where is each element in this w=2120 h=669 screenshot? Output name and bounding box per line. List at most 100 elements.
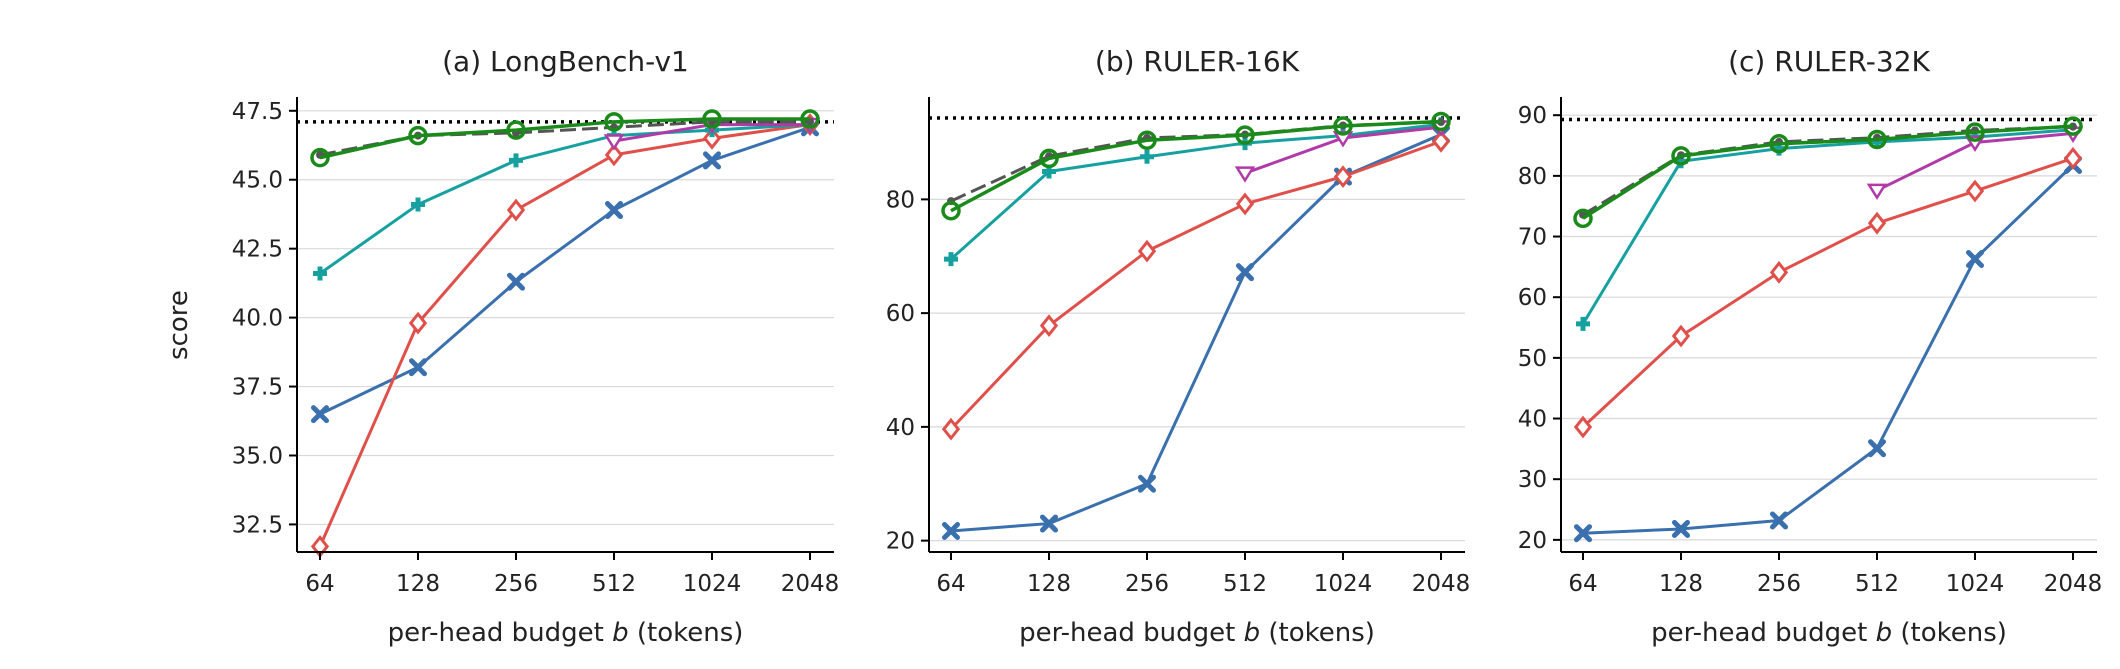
circle-marker xyxy=(1039,148,1059,169)
y-tick-label: 32.5 xyxy=(232,512,283,538)
x-marker xyxy=(1574,524,1592,543)
series-blue xyxy=(1574,155,2082,543)
plus-marker xyxy=(411,197,425,212)
circle-marker xyxy=(1235,125,1255,145)
y-tick-label: 60 xyxy=(886,301,915,327)
circle-marker xyxy=(310,147,330,168)
y-tick-label: 20 xyxy=(1518,528,1547,554)
x-marker xyxy=(1966,249,1984,268)
diamond-marker xyxy=(1333,165,1353,189)
diamond-marker xyxy=(604,143,624,167)
circle-marker xyxy=(604,112,624,132)
x-tick-label: 64 xyxy=(305,571,334,597)
series-red xyxy=(310,113,820,558)
series-line xyxy=(319,123,811,275)
series-line xyxy=(318,123,811,548)
y-tick-label: 40.0 xyxy=(232,306,283,332)
x-marker xyxy=(703,151,721,170)
circle-marker xyxy=(1573,208,1593,229)
x-tick-label: 2048 xyxy=(781,571,840,597)
x-marker xyxy=(311,405,329,424)
chart-panel-2: 20 40 60 80 64 128 256 512 1024 2048 (b) RULER-16K… xyxy=(886,45,1471,648)
series-red xyxy=(1573,146,2083,439)
circle-marker xyxy=(408,125,428,146)
x-tick-label: 512 xyxy=(1223,571,1267,597)
triangle-marker xyxy=(1866,183,1888,200)
y-tick-label: 30 xyxy=(1518,467,1547,493)
diamond-marker xyxy=(1235,192,1255,216)
plus-marker xyxy=(313,266,327,281)
x-marker xyxy=(1236,263,1254,282)
x-marker xyxy=(1868,439,1886,458)
circle-marker xyxy=(1431,111,1451,132)
y-tick-label: 20 xyxy=(886,529,915,555)
x-axis-label: per-head budget b (tokens) xyxy=(1651,618,2007,648)
y-tick-label: 50 xyxy=(1518,346,1547,372)
y-tick-label: 60 xyxy=(1518,285,1547,311)
circle-marker xyxy=(1867,129,1887,150)
x-marker xyxy=(605,201,623,220)
x-marker xyxy=(1770,511,1788,530)
circle-marker xyxy=(800,109,820,129)
x-tick-label: 1024 xyxy=(1946,571,2005,597)
chart-title: (c) RULER-32K xyxy=(1728,45,1930,78)
diamond-marker xyxy=(1573,415,1593,439)
series-teal xyxy=(944,117,1448,267)
x-tick-label: 128 xyxy=(1027,571,1071,597)
series-line xyxy=(949,139,1442,431)
diamond-marker xyxy=(702,126,722,150)
diamond-marker xyxy=(941,417,961,441)
x-tick-label: 512 xyxy=(592,571,636,597)
y-tick-label: 90 xyxy=(1518,103,1547,129)
y-tick-label: 40 xyxy=(1518,407,1547,433)
series-line xyxy=(319,117,810,160)
plus-marker xyxy=(1576,316,1590,331)
x-tick-label: 1024 xyxy=(1314,571,1373,597)
series-green xyxy=(1573,116,2083,229)
triangle-marker xyxy=(1234,166,1256,183)
circle-marker xyxy=(1671,146,1691,166)
diamond-marker xyxy=(1039,314,1059,338)
y-tick-label: 47.5 xyxy=(232,99,283,125)
circle-marker xyxy=(941,201,961,221)
circle-marker xyxy=(506,120,526,140)
x-marker xyxy=(409,358,427,377)
series-blue xyxy=(311,118,819,424)
circle-marker xyxy=(1965,122,1985,142)
diamond-marker xyxy=(1965,179,1985,203)
y-tick-label: 80 xyxy=(1518,164,1547,190)
diamond-marker xyxy=(506,198,526,222)
series-red xyxy=(941,129,1451,441)
x-marker xyxy=(942,521,960,540)
y-tick-label: 35.0 xyxy=(232,443,283,469)
x-marker xyxy=(1672,519,1690,538)
x-tick-label: 2048 xyxy=(2044,571,2103,597)
circle-marker xyxy=(1333,116,1353,136)
chart-panel-1: 32.5 35.0 37.5 40.0 42.5 45.0 47.5 64 128 256 512 1… xyxy=(232,45,839,648)
circle-marker xyxy=(2063,116,2083,136)
diamond-marker xyxy=(1769,260,1789,284)
y-tick-label: 37.5 xyxy=(232,375,283,401)
series-line xyxy=(1582,163,2075,535)
series-line xyxy=(1581,156,2074,429)
plus-marker xyxy=(944,252,958,267)
y-axis-label: score xyxy=(164,290,194,360)
chart-title: (a) LongBench-v1 xyxy=(442,45,689,78)
x-tick-label: 128 xyxy=(1659,571,1703,597)
circle-marker xyxy=(1137,130,1157,150)
x-axis-label: per-head budget b (tokens) xyxy=(1019,618,1375,648)
y-tick-label: 42.5 xyxy=(232,237,283,263)
x-tick-label: 64 xyxy=(936,571,965,597)
series-line xyxy=(950,119,1442,213)
y-tick-label: 45.0 xyxy=(232,168,283,194)
x-marker xyxy=(507,272,525,291)
series-line xyxy=(319,125,811,416)
chart-panel-3: 20 30 40 50 60 70 80 90 64 128 256 512 1024 2048 (c) R… xyxy=(1518,45,2103,648)
series-blue xyxy=(942,125,1450,540)
triangle-marker xyxy=(603,134,625,151)
series-line xyxy=(1581,128,2074,325)
diamond-marker xyxy=(1671,324,1691,348)
diamond-marker xyxy=(408,311,428,335)
x-tick-label: 1024 xyxy=(683,571,742,597)
